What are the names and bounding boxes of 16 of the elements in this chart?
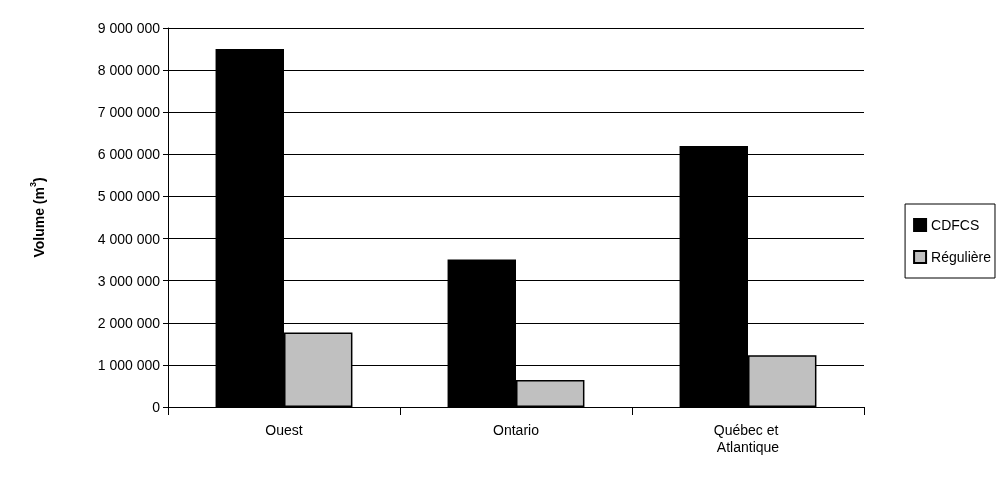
x-tick-label: Québec et Atlantique: [713, 421, 783, 455]
y-tick-label: 0: [152, 399, 161, 415]
y-tick-label: 5 000 000: [97, 188, 161, 205]
y-tick-label: 8 000 000: [97, 62, 161, 79]
y-tick-label: 3 000 000: [97, 272, 161, 289]
y-tick-label: 9 000 000: [97, 20, 161, 36]
x-tick-label: Ontario: [493, 421, 540, 438]
y-axis-title: Volume (m3): [27, 177, 47, 258]
legend-label: Régulière: [931, 249, 992, 265]
y-tick-label: 2 000 000: [97, 314, 161, 331]
x-tick-label: Ouest: [265, 421, 303, 438]
y-tick-label: 4 000 000: [97, 230, 161, 247]
y-tick-label: 6 000 000: [97, 146, 161, 163]
y-tick-label: 7 000 000: [97, 104, 161, 121]
y-tick-label: 1 000 000: [97, 356, 161, 373]
legend-label: CDFCS: [931, 217, 980, 233]
